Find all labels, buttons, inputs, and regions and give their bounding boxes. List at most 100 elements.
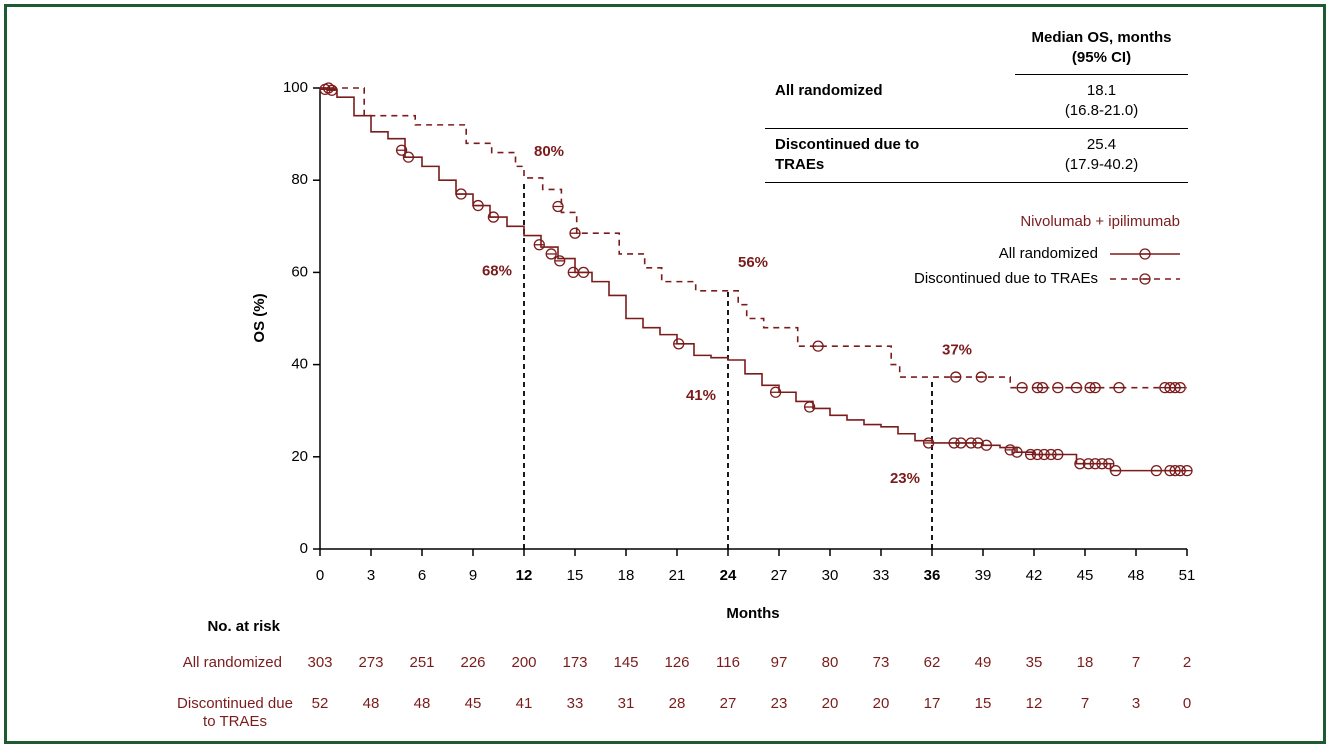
x-tick-label: 48 [1128,567,1145,584]
median-row-name: All randomized [775,82,883,99]
x-tick-label: 9 [469,567,477,584]
x-tick-label: 18 [618,567,635,584]
risk-value: 52 [312,695,329,712]
x-tick-label: 27 [771,567,788,584]
risk-value: 28 [669,695,686,712]
risk-value: 12 [1026,695,1043,712]
risk-value: 48 [414,695,431,712]
censor-mark [1052,448,1064,461]
median-value: 25.4 (17.9-40.2) [1015,135,1188,175]
annotation: 68% [482,262,512,279]
risk-value: 0 [1183,695,1191,712]
censor-mark [569,227,581,239]
censor-mark [1103,458,1115,470]
risk-value: 62 [924,654,941,671]
x-tick-label: 30 [822,567,839,584]
y-tick-label: 80 [291,171,308,188]
risk-title: No. at risk [207,618,280,635]
risk-value: 23 [771,695,788,712]
censor-mark [1016,381,1028,394]
ci: (16.8-21.0) [1064,102,1139,119]
x-tick-label: 0 [316,567,324,584]
risk-value: 41 [516,695,533,712]
risk-value: 303 [307,654,332,671]
risk-value: 48 [363,695,380,712]
censor-mark [922,437,935,449]
censor-mark [972,437,984,449]
x-tick-label: 12 [516,567,533,584]
risk-row-name: All randomized [182,654,282,671]
x-tick-label: 15 [567,567,584,584]
x-axis-label: Months [726,605,779,622]
y-tick-label: 20 [291,448,308,465]
censor-mark [1070,381,1083,394]
censor-mark [1174,381,1186,394]
censor-mark [1011,446,1023,458]
censor-mark [1150,464,1163,477]
risk-value: 33 [567,695,584,712]
censor-mark [552,200,564,213]
censor-mark [545,248,557,260]
annotation: 37% [942,341,972,358]
legend-label: Discontinued due to TRAEs [914,270,1098,287]
median-row: Discontinued due to TRAEs 25.4 (17.9-40.2… [765,129,1188,183]
median-value: 18.1 (16.8-21.0) [1015,81,1188,121]
risk-value: 3 [1132,695,1140,712]
median: 25.4 [1086,136,1117,153]
annotation: 56% [738,254,768,271]
censor-mark [395,144,408,156]
risk-value: 17 [924,695,941,712]
x-tick-label: 6 [418,567,426,584]
annotation: 23% [890,470,920,487]
legend-label: All randomized [999,245,1098,262]
x-tick-label: 24 [720,567,737,584]
legend-title: Nivolumab + ipilimumab [1020,213,1180,230]
censor-mark [455,188,467,200]
censor-mark [1089,381,1101,394]
y-tick-label: 100 [283,79,308,96]
censor-mark [1004,444,1016,456]
risk-value: 45 [465,695,482,712]
annotation: 41% [686,387,716,404]
censor-mark [567,266,579,279]
risk-value: 80 [822,654,839,671]
risk-value: 116 [716,654,740,671]
risk-value: 145 [613,654,638,671]
risk-row-name: Discontinued due to TRAEs [177,695,293,730]
censor-mark [1052,381,1064,394]
y-tick-label: 40 [291,356,308,373]
censor-mark [533,239,545,251]
censor-mark [554,255,566,267]
risk-value: 49 [975,654,992,671]
censor-mark [980,439,993,451]
risk-value: 273 [358,654,383,671]
censor-mark [955,437,967,449]
risk-value: 7 [1081,695,1089,712]
risk-value: 2 [1183,654,1191,671]
censor-mark [487,211,500,223]
risk-value: 73 [873,654,890,671]
ci: (17.9-40.2) [1064,156,1139,173]
risk-value: 226 [460,654,485,671]
censor-mark [769,386,782,398]
censor-mark [975,371,987,383]
risk-value: 20 [822,695,839,712]
x-tick-label: 39 [975,567,992,584]
censor-mark [812,340,824,352]
risk-value: 20 [873,695,890,712]
risk-value: 31 [618,695,635,712]
y-tick-label: 0 [300,540,308,557]
annotation: 80% [534,143,564,160]
censor-mark [326,84,338,96]
risk-value: 27 [720,695,737,712]
censor-mark [1139,273,1151,285]
x-tick-label: 36 [924,567,941,584]
x-tick-label: 33 [873,567,890,584]
risk-value: 126 [664,654,689,671]
censor-mark [1113,381,1125,394]
risk-value: 7 [1132,654,1140,671]
x-tick-label: 51 [1179,567,1196,584]
median-row: All randomized 18.1 (16.8-21.0) [765,75,1188,129]
x-tick-label: 3 [367,567,375,584]
